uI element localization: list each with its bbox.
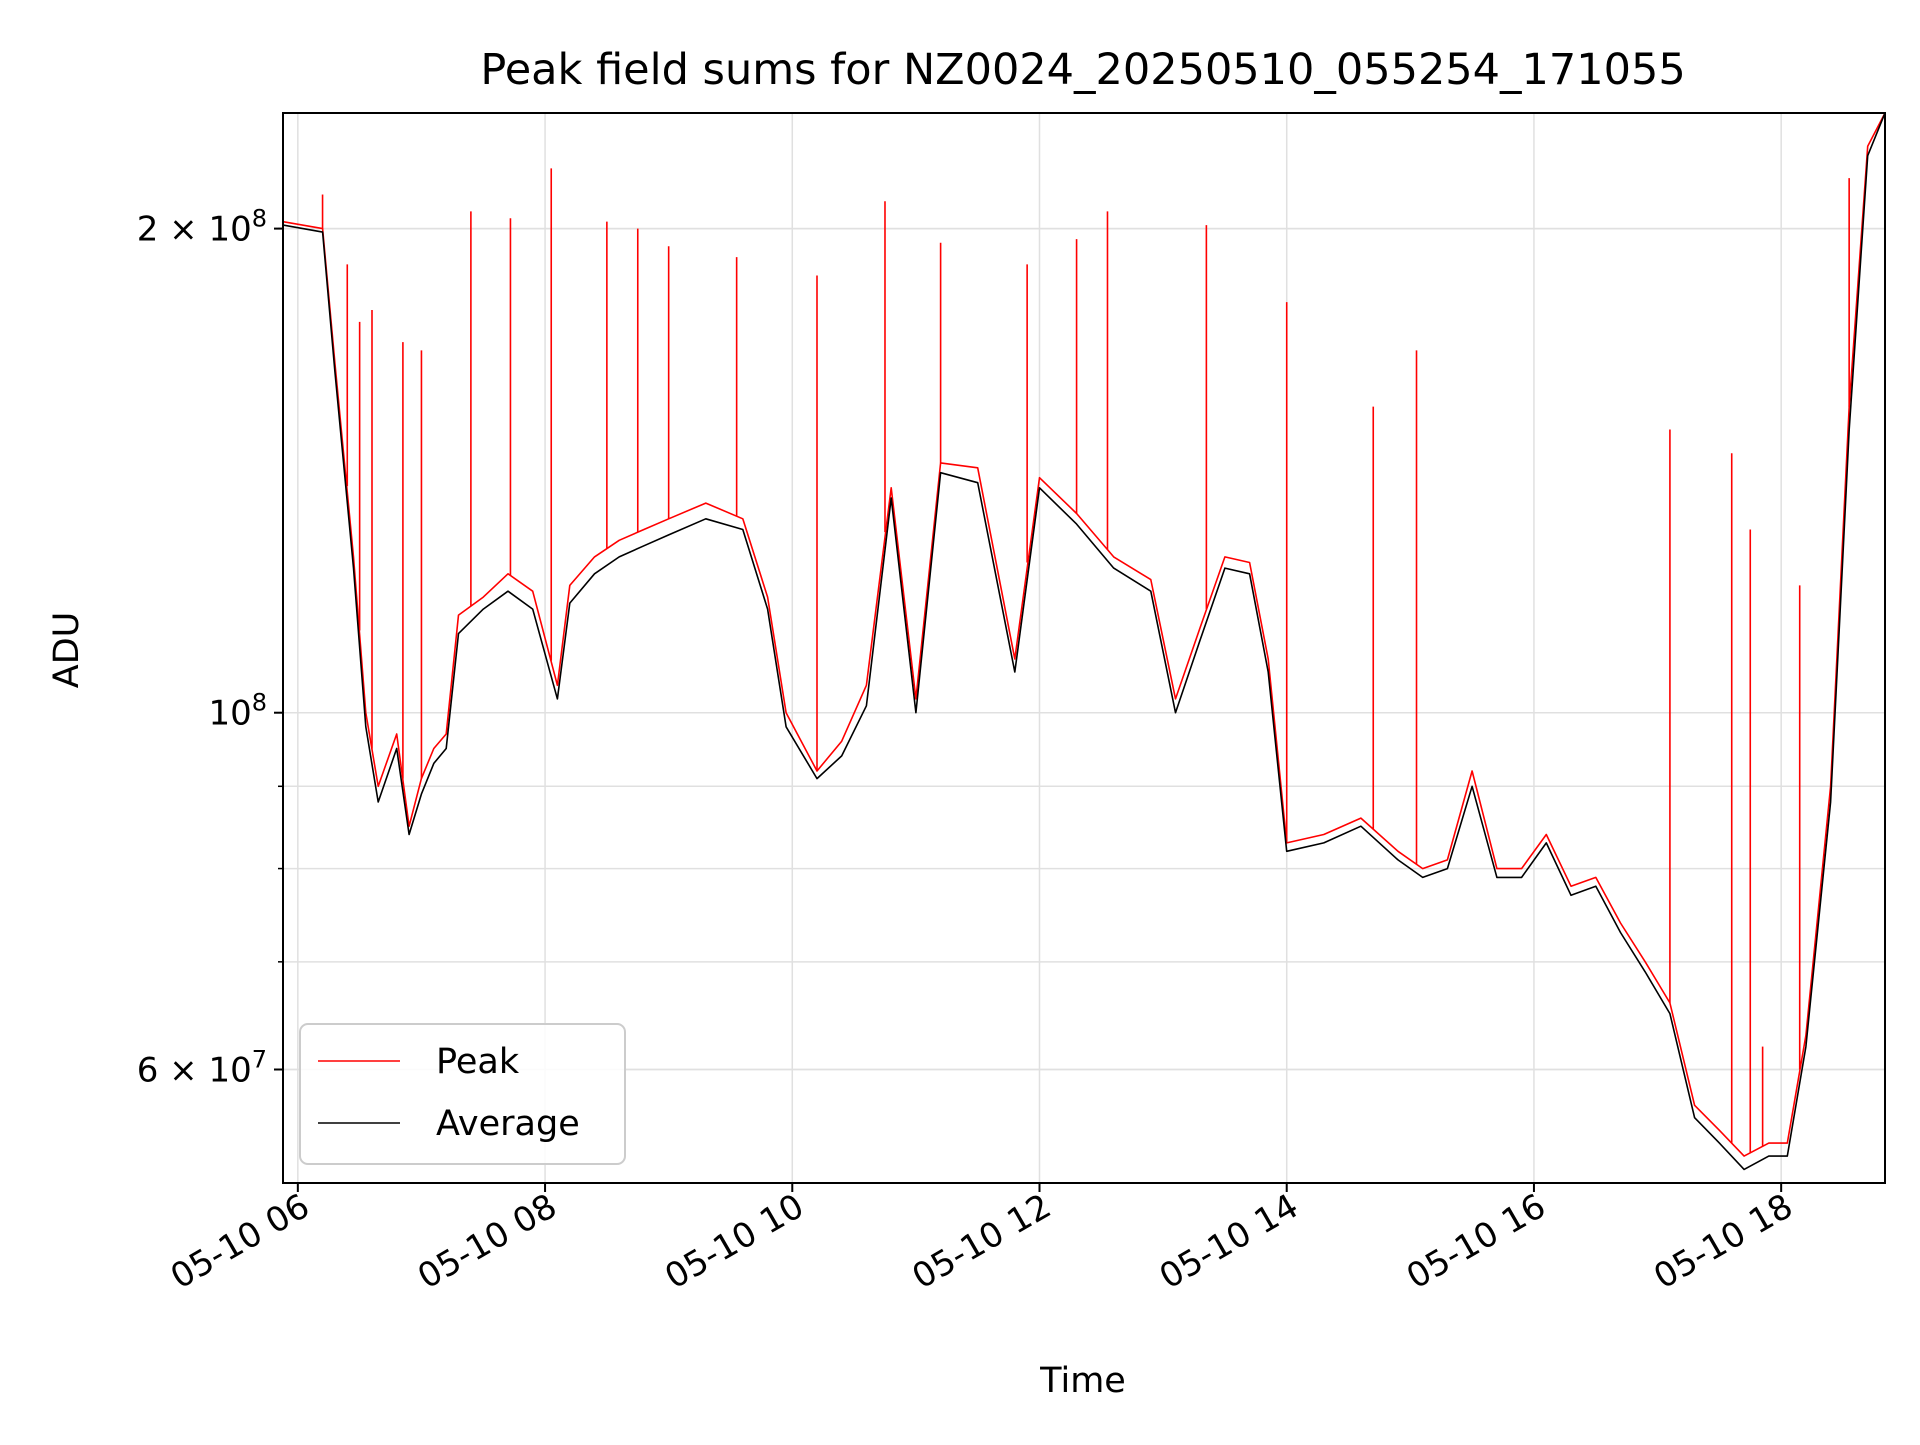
y-axis-label: ADU [47, 612, 87, 689]
y-tick-label: 108 [208, 689, 267, 734]
series-layer [283, 113, 1885, 1171]
y-tick-label: 2 × 108 [137, 205, 267, 250]
legend-label-peak: Peak [436, 1042, 520, 1082]
plot-frame [282, 112, 1886, 1184]
series-line-average [283, 113, 1885, 1171]
x-axis-label: Time [1039, 1361, 1126, 1401]
chart-title: Peak field sums for NZ0024_20250510_0552… [480, 45, 1685, 95]
legend-box [299, 1023, 626, 1165]
series-line-peak [283, 113, 1885, 1157]
y-tick-label: 6 × 107 [137, 1045, 267, 1090]
legend-label-average: Average [436, 1104, 580, 1144]
legend: Peak Average [299, 1023, 626, 1165]
